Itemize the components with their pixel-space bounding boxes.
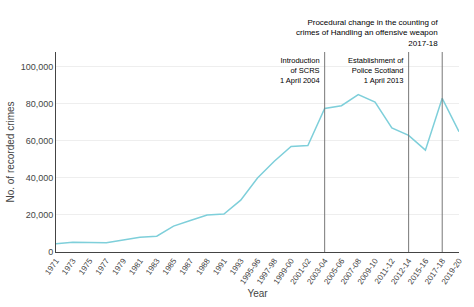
svg-text:2009-10: 2009-10	[356, 256, 381, 286]
svg-text:1977: 1977	[94, 256, 112, 276]
svg-text:2012-14: 2012-14	[389, 256, 414, 286]
svg-text:Establishment ofPolice Scotlan: Establishment ofPolice Scotland1 April 2…	[348, 56, 404, 85]
svg-text:1971: 1971	[43, 256, 61, 276]
svg-text:1979: 1979	[111, 256, 129, 276]
svg-text:0: 0	[48, 247, 53, 257]
svg-text:1985: 1985	[161, 256, 179, 276]
svg-text:2017-18: 2017-18	[423, 256, 448, 286]
svg-text:1981: 1981	[127, 256, 145, 276]
svg-text:1983: 1983	[144, 256, 162, 276]
svg-text:2007-08: 2007-08	[339, 256, 364, 286]
svg-text:2003-04: 2003-04	[305, 256, 330, 286]
svg-text:40,000: 40,000	[26, 173, 54, 183]
svg-text:Introductionof SCRS1 April 200: Introductionof SCRS1 April 2004	[280, 56, 320, 85]
svg-text:1975: 1975	[77, 256, 95, 276]
svg-text:80,000: 80,000	[26, 99, 54, 109]
svg-text:1997-98: 1997-98	[255, 256, 280, 286]
svg-text:2011-12: 2011-12	[373, 256, 397, 285]
svg-text:1988: 1988	[194, 256, 212, 276]
svg-text:Procedural change in the count: Procedural change in the counting ofcrim…	[296, 18, 438, 48]
svg-text:1973: 1973	[60, 256, 78, 276]
svg-text:2005-06: 2005-06	[322, 256, 347, 286]
svg-text:1991: 1991	[211, 256, 229, 276]
svg-text:2019-20: 2019-20	[440, 256, 465, 286]
svg-text:Year: Year	[247, 288, 268, 299]
svg-text:100,000: 100,000	[21, 62, 54, 72]
svg-text:60,000: 60,000	[26, 136, 54, 146]
svg-text:20,000: 20,000	[26, 210, 54, 220]
svg-text:1995-96: 1995-96	[238, 256, 263, 286]
svg-text:1987: 1987	[178, 256, 196, 276]
svg-text:1993: 1993	[228, 256, 246, 276]
svg-text:No. of recorded crimes: No. of recorded crimes	[5, 101, 16, 202]
svg-text:2015-16: 2015-16	[406, 256, 431, 286]
svg-text:2001-02: 2001-02	[289, 256, 314, 286]
svg-text:1999-00: 1999-00	[272, 256, 297, 286]
